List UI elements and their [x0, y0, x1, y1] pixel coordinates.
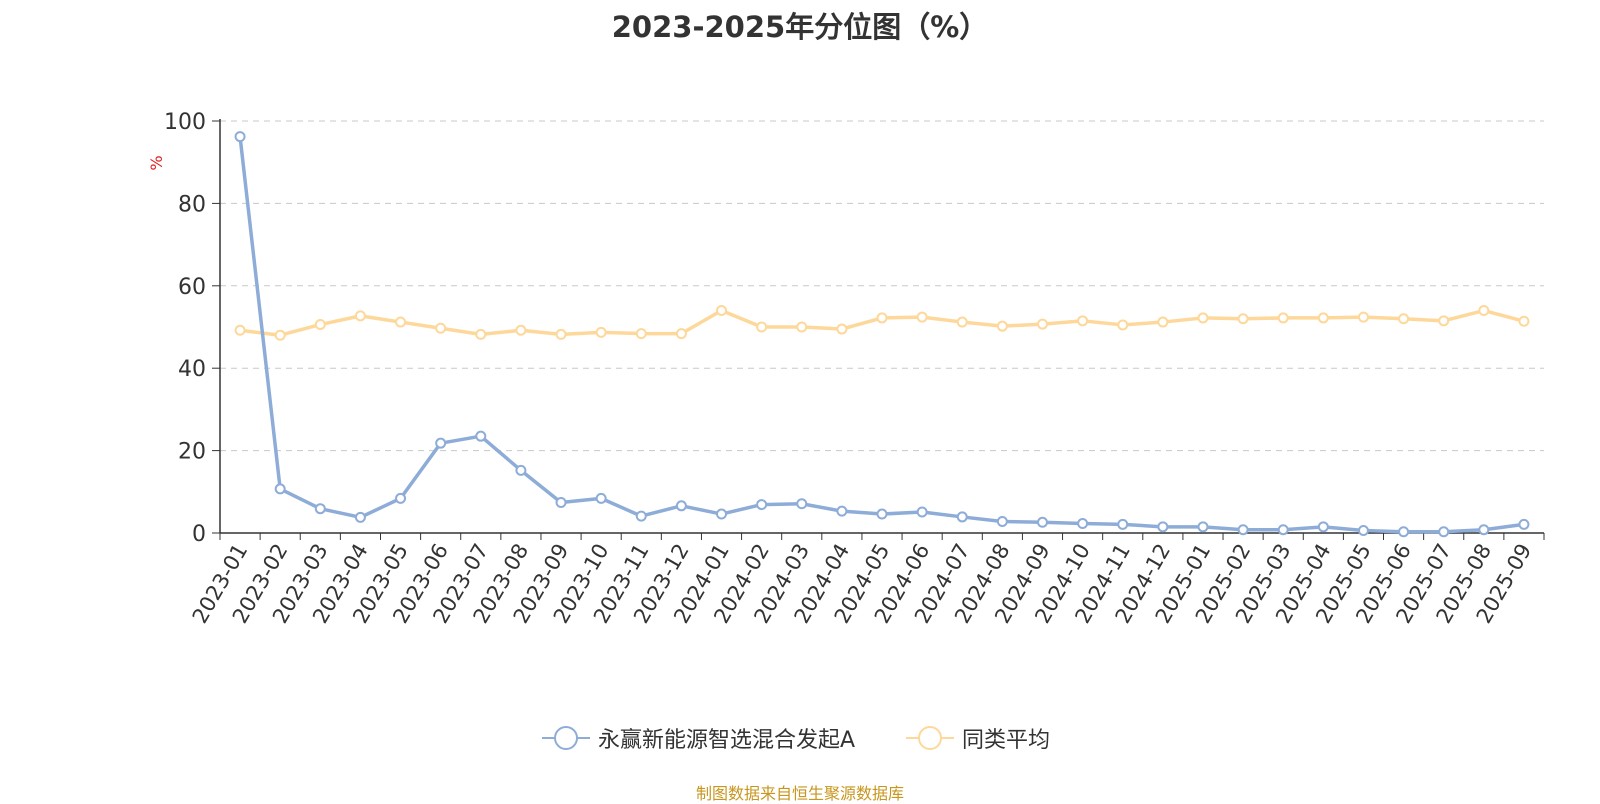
source-note: 制图数据来自恒生聚源数据库 [695, 784, 904, 803]
point-s0-2024-06 [916, 506, 928, 518]
point-s1-2023-06 [435, 322, 447, 334]
y-axis-label: % [147, 155, 166, 170]
point-s0-2025-06 [1398, 526, 1410, 538]
point-s1-2025-05 [1357, 311, 1369, 323]
point-s0-2023-02 [274, 483, 286, 495]
point-s0-2023-04 [354, 511, 366, 523]
point-s0-2024-01 [716, 508, 728, 520]
point-s0-2025-08 [1478, 524, 1490, 536]
point-s1-2023-04 [354, 310, 366, 322]
y-tick-label-40: 40 [178, 357, 206, 382]
point-s0-2024-12 [1157, 521, 1169, 533]
point-s1-2023-12 [675, 328, 687, 340]
point-s1-2024-08 [996, 320, 1008, 332]
point-s0-2024-08 [996, 515, 1008, 527]
point-s0-2025-05 [1357, 525, 1369, 537]
point-s1-2025-06 [1398, 313, 1410, 325]
point-s1-2024-05 [876, 312, 888, 324]
point-s1-2024-02 [756, 321, 768, 333]
point-s1-2025-04 [1317, 312, 1329, 324]
y-tick-label-60: 60 [178, 275, 206, 300]
y-tick-label-20: 20 [178, 440, 206, 465]
point-s1-2023-01 [234, 324, 246, 336]
chart-title: 2023-2025年分位图（%） [611, 10, 989, 44]
y-tick-label-100: 100 [164, 110, 206, 135]
legend-fund-circle-icon [542, 726, 590, 750]
point-s1-2023-08 [515, 324, 527, 336]
legend-avg-label: 同类平均 [962, 728, 1051, 753]
point-s1-2024-12 [1157, 316, 1169, 328]
legend-item-fund[interactable]: 永赢新能源智选混合发起A [542, 722, 855, 754]
point-s0-2023-08 [515, 464, 527, 476]
point-s1-2025-07 [1438, 315, 1450, 327]
point-s0-2024-04 [836, 505, 848, 517]
point-s1-2024-11 [1117, 319, 1129, 331]
point-s0-2023-10 [595, 492, 607, 504]
legend-item-avg[interactable]: 同类平均 [906, 722, 1050, 754]
point-s1-2025-09 [1518, 315, 1530, 327]
point-s0-2025-03 [1277, 524, 1289, 536]
point-s1-2024-03 [796, 321, 808, 333]
y-tick-label-0: 0 [192, 522, 206, 547]
point-s0-2024-11 [1117, 518, 1129, 530]
point-s1-2024-04 [836, 323, 848, 335]
legend-avg-circle-icon [906, 726, 954, 750]
point-s0-2024-07 [956, 511, 968, 523]
point-s0-2023-01 [234, 131, 246, 143]
legend-fund-label: 永赢新能源智选混合发起A [598, 728, 856, 753]
point-s0-2025-01 [1197, 521, 1209, 533]
series-line-0 [238, 136, 1525, 534]
point-s1-2023-03 [314, 319, 326, 331]
point-s0-2024-05 [876, 508, 888, 520]
point-s0-2025-07 [1438, 526, 1450, 538]
point-s1-2025-03 [1277, 312, 1289, 324]
point-s0-2023-05 [395, 492, 407, 504]
y-tick-label-80: 80 [178, 192, 206, 217]
point-s1-2024-06 [916, 311, 928, 323]
point-s1-2023-05 [395, 316, 407, 328]
point-s1-2023-11 [635, 328, 647, 340]
point-s0-2023-06 [435, 437, 447, 449]
point-s0-2025-09 [1518, 518, 1530, 530]
point-s0-2025-04 [1317, 521, 1329, 533]
point-s1-2024-10 [1077, 315, 1089, 327]
point-s0-2023-09 [555, 497, 567, 509]
point-s0-2023-03 [314, 503, 326, 515]
point-s1-2023-02 [274, 329, 286, 341]
point-s0-2024-02 [756, 499, 768, 511]
point-s0-2024-09 [1036, 516, 1048, 528]
point-s1-2023-09 [555, 328, 567, 340]
point-s1-2025-02 [1237, 313, 1249, 325]
point-s0-2023-11 [635, 510, 647, 522]
point-s1-2025-01 [1197, 312, 1209, 324]
point-s0-2024-10 [1077, 518, 1089, 530]
point-s0-2025-02 [1237, 524, 1249, 536]
point-s1-2024-07 [956, 316, 968, 328]
point-s0-2023-12 [675, 500, 687, 512]
point-s1-2024-01 [716, 305, 728, 317]
point-s1-2023-10 [595, 326, 607, 338]
point-s1-2023-07 [475, 328, 487, 340]
point-s1-2025-08 [1478, 305, 1490, 317]
point-s0-2024-03 [796, 498, 808, 510]
point-s1-2024-09 [1036, 318, 1048, 330]
point-s0-2023-07 [475, 430, 487, 442]
